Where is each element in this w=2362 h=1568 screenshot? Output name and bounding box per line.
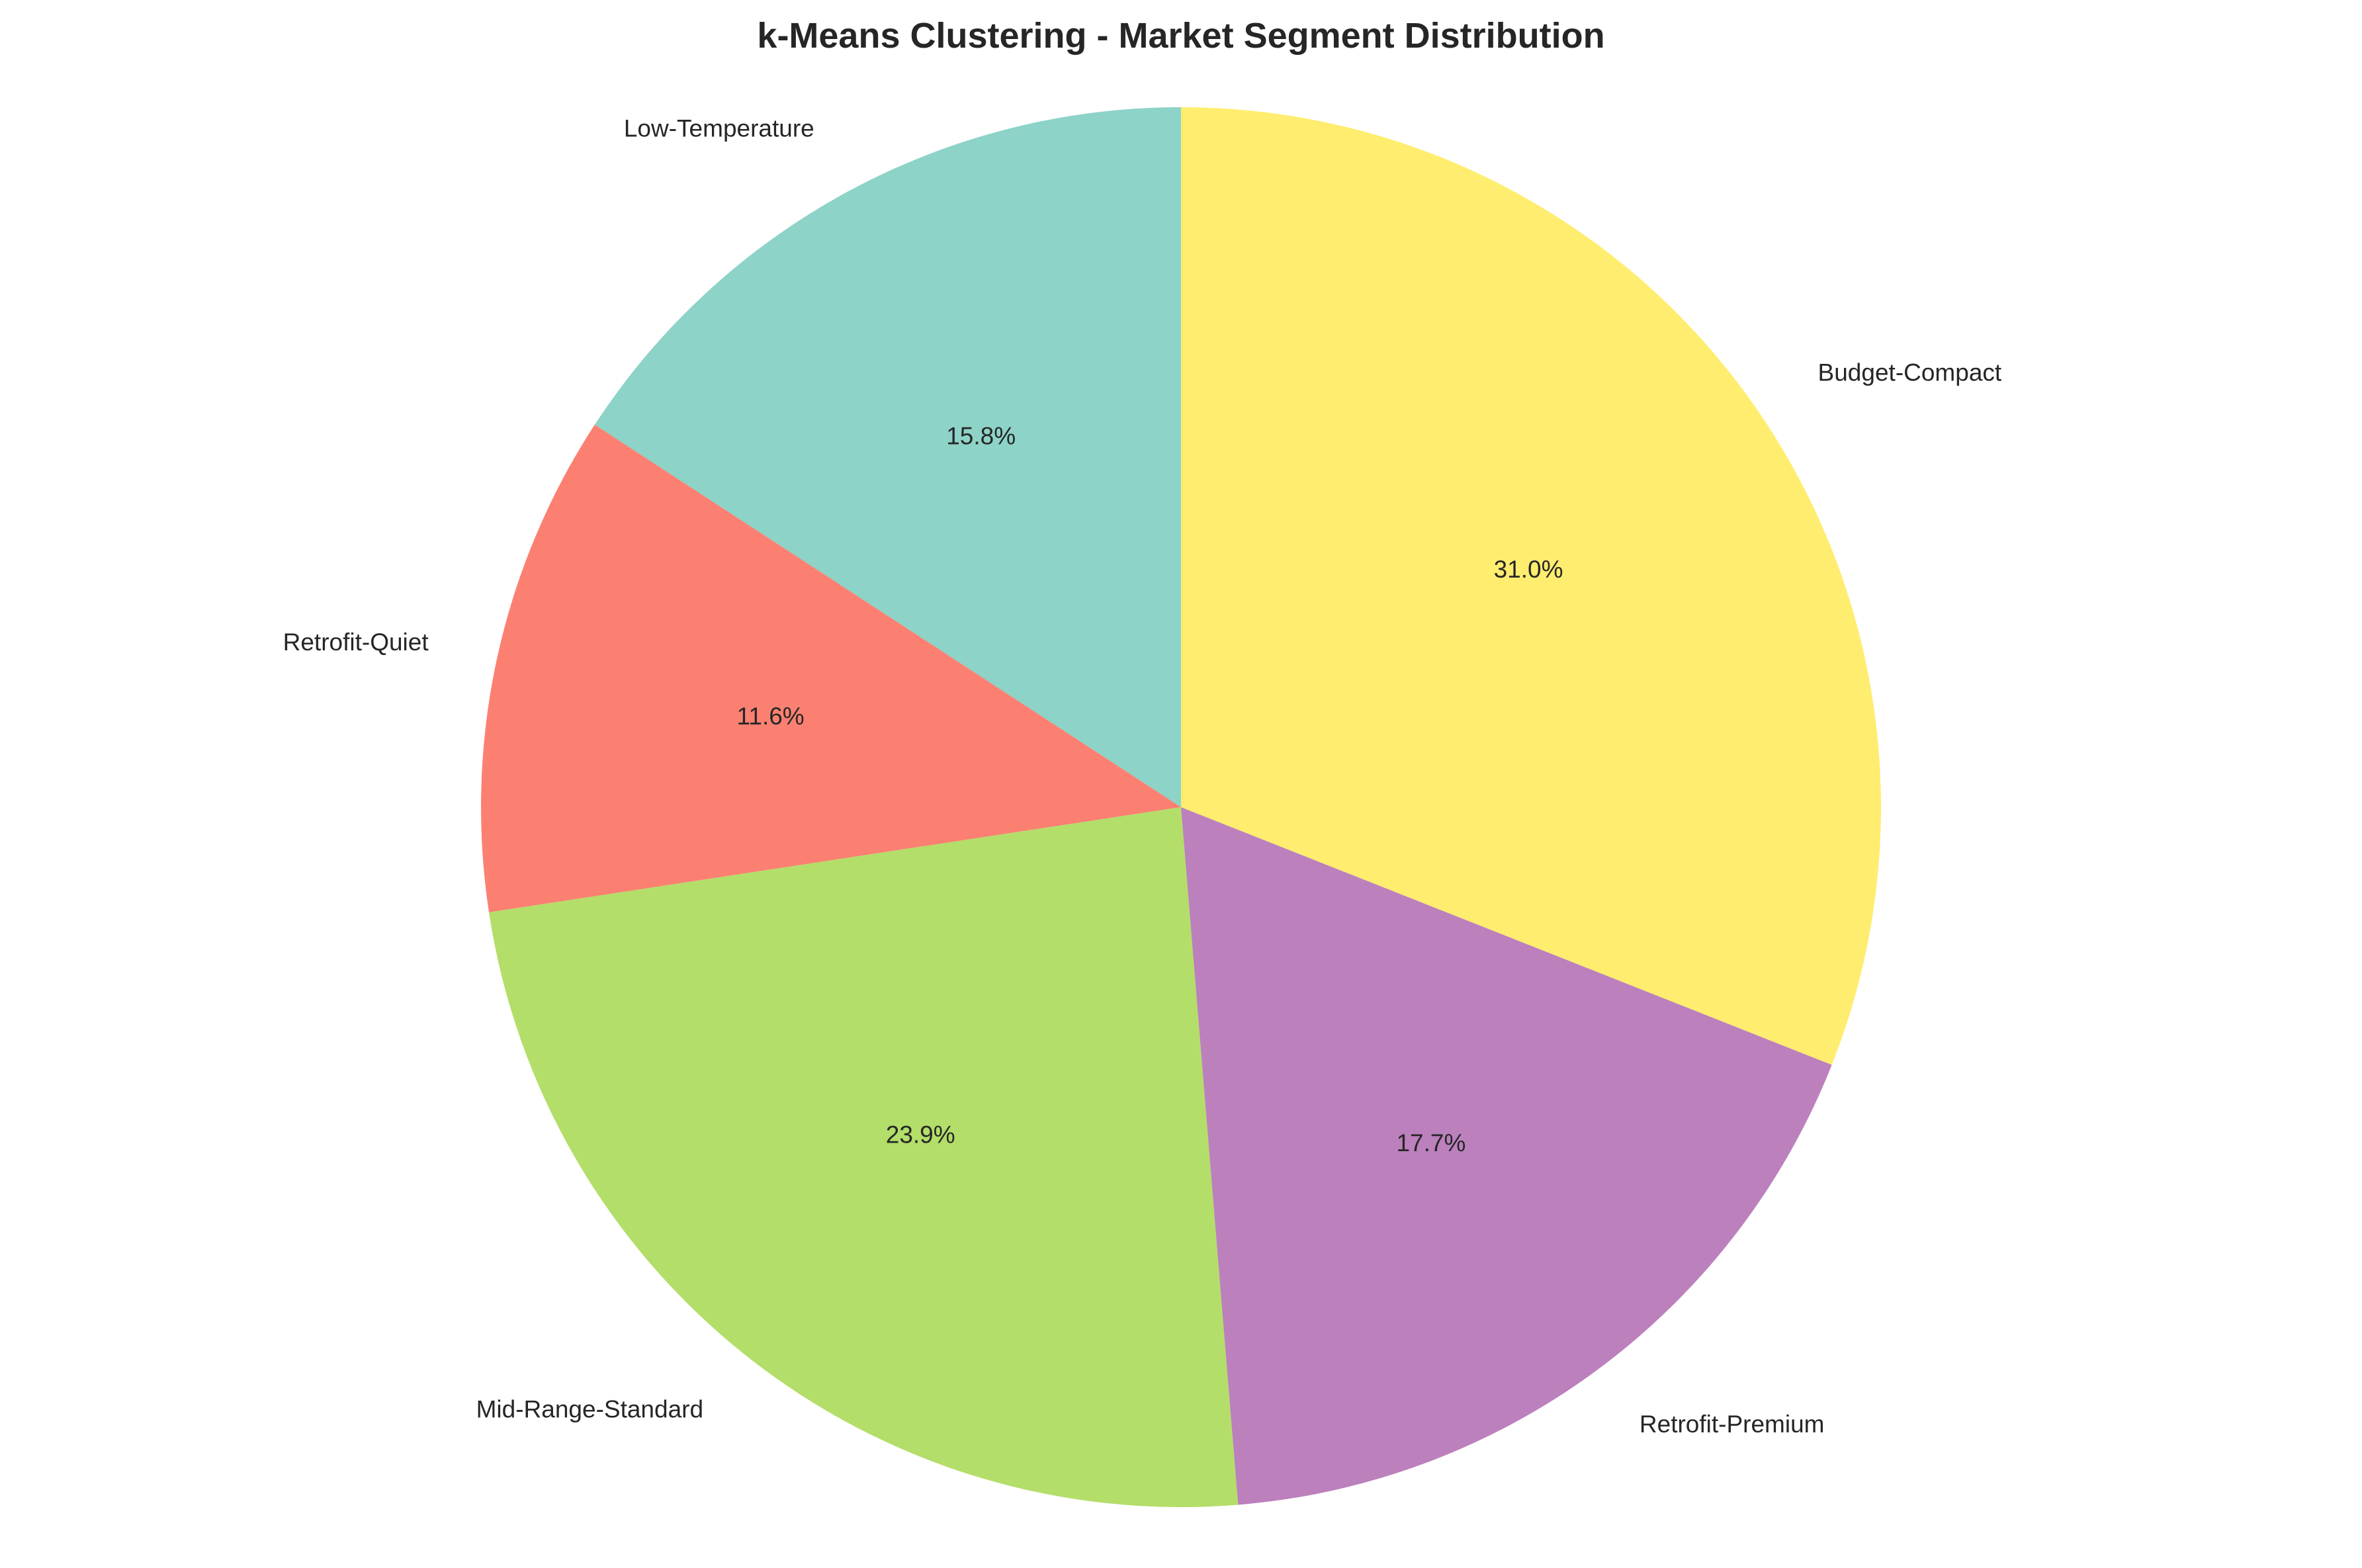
pct-label-retrofit-premium: 17.7%	[1396, 1129, 1465, 1156]
pie-slice-mid-range-standard	[489, 807, 1239, 1507]
slice-label-retrofit-premium: Retrofit-Premium	[1640, 1411, 1825, 1438]
pie-slice-budget-compact	[1181, 107, 1881, 1065]
chart-title: k-Means Clustering - Market Segment Dist…	[757, 16, 1604, 56]
pct-label-budget-compact: 31.0%	[1494, 556, 1563, 583]
slice-label-retrofit-quiet: Retrofit-Quiet	[283, 629, 429, 656]
pie-slices	[481, 107, 1881, 1507]
pie-slice-retrofit-quiet	[481, 424, 1182, 912]
pct-label-retrofit-quiet: 11.6%	[737, 703, 805, 730]
pie-slice-retrofit-premium	[1181, 807, 1832, 1505]
pie-slice-low-temperature	[594, 107, 1181, 807]
pct-label-low-temperature: 15.8%	[946, 423, 1016, 450]
pie-labels: Low-Temperature 15.8% Retrofit-Quiet 11.6% M…	[283, 114, 2002, 1437]
slice-label-mid-range-standard: Mid-Range-Standard	[476, 1396, 703, 1423]
pct-label-mid-range-standard: 23.9%	[886, 1121, 955, 1149]
slice-label-budget-compact: Budget-Compact	[1818, 359, 2002, 386]
slice-label-low-temperature: Low-Temperature	[624, 114, 814, 142]
